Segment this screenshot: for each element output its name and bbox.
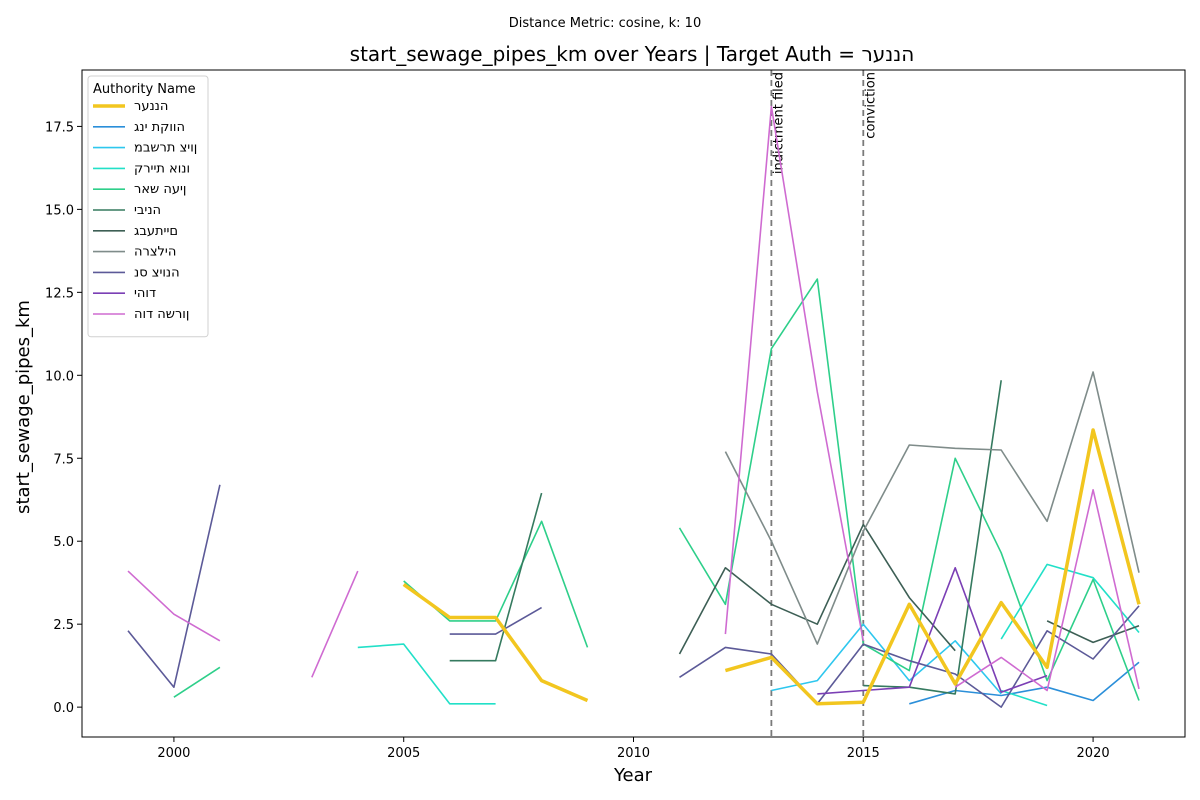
y-axis-label: start_sewage_pipes_km <box>13 300 34 514</box>
legend-label-8: הנויצ סנ <box>134 265 180 280</box>
series-line-6 <box>678 523 1140 655</box>
y-tick-label-7: 17.5 <box>45 120 74 135</box>
legend-label-3: ונוא תיירק <box>134 161 190 176</box>
y-tick-label-0: 0.0 <box>53 701 74 716</box>
legend-label-9: דוהי <box>134 286 156 301</box>
y-tick-label-1: 2.5 <box>53 618 74 633</box>
legend-label-2: ןויצ תרשבמ <box>134 141 197 156</box>
y-tick-label-5: 12.5 <box>45 286 74 301</box>
y-tick-label-6: 15.0 <box>45 203 74 218</box>
series-line-7 <box>724 371 1140 645</box>
event-lines: indictment filed conviction <box>770 70 878 737</box>
series-line-0 <box>402 428 1141 706</box>
legend-title: Authority Name <box>93 82 196 97</box>
series-line-2 <box>771 623 1002 695</box>
legend: Authority Name הננער הווקת ינג ןויצ תרשבמ ונ… <box>87 75 209 338</box>
series-layer <box>127 105 1141 708</box>
x-tick-label-4: 2020 <box>1077 746 1110 761</box>
series-line-4 <box>173 278 1140 701</box>
event-label-1: conviction <box>863 72 878 139</box>
chart-title: start_sewage_pipes_km over Years | Targe… <box>350 42 915 66</box>
series-line-8 <box>127 484 1140 708</box>
x-tick-label-2: 2010 <box>617 746 650 761</box>
legend-label-10: ןורשה דוה <box>134 307 189 322</box>
x-axis-label: Year <box>613 765 653 786</box>
series-line-5 <box>449 380 1002 695</box>
series-line-9 <box>817 567 1048 695</box>
legend-label-4: ןיעה שאר <box>134 182 186 197</box>
event-label-0: indictment filed <box>771 72 786 174</box>
x-tick-label-0: 2000 <box>157 746 190 761</box>
chart-subtitle: Distance Metric: cosine, k: 10 <box>509 16 701 31</box>
legend-label-7: הילצרה <box>134 245 176 260</box>
x-tick-label-3: 2015 <box>847 746 880 761</box>
axes: 2000 2005 2010 2015 2020 0.0 2.5 5.0 7.5 10.0 12.5… <box>45 69 1186 761</box>
y-tick-label-4: 10.0 <box>45 369 74 384</box>
x-tick-label-1: 2005 <box>387 746 420 761</box>
series-line-10 <box>127 105 1140 692</box>
legend-label-1: הווקת ינג <box>134 120 185 135</box>
y-tick-label-2: 5.0 <box>53 535 74 550</box>
legend-box <box>87 75 209 338</box>
plot-frame <box>81 69 1186 738</box>
y-tick-label-3: 7.5 <box>53 452 74 467</box>
legend-label-6: םייתעבג <box>134 224 178 239</box>
legend-label-0: הננער <box>134 99 168 114</box>
legend-label-5: הניבי <box>134 203 161 218</box>
